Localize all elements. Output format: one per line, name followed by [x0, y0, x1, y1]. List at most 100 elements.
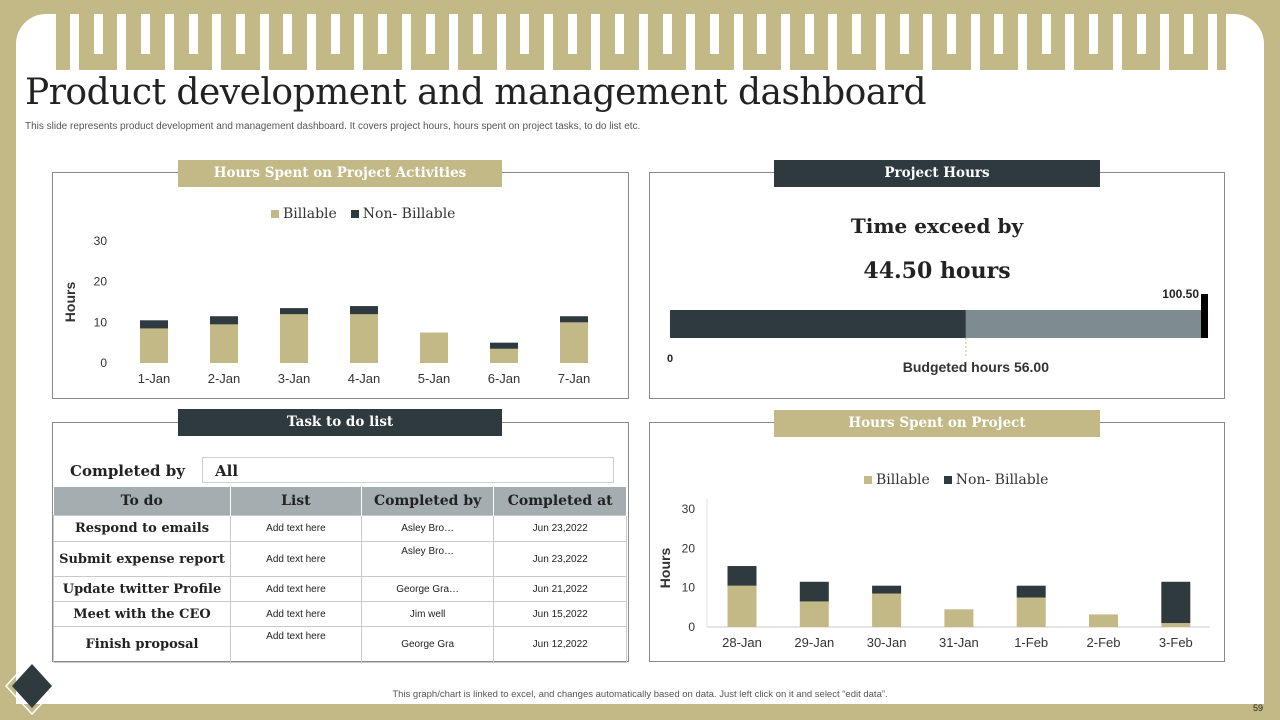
bar-billable [872, 593, 902, 627]
bar-billable [1161, 623, 1191, 627]
table-row: Meet with the CEO Add text here Jim well… [53, 601, 627, 627]
bar-billable [1016, 597, 1046, 627]
bar-non-billable [872, 585, 902, 594]
y-tick-label: 10 [94, 315, 108, 329]
bar-billable [280, 314, 308, 363]
y-tick-label: 0 [100, 356, 107, 370]
completed-by-cell: Jim well [360, 601, 495, 627]
table-row: Finish proposal Add text here George Gra… [53, 626, 627, 663]
decorative-stripes [56, 14, 1226, 70]
x-tick-label: 2-Jan [208, 371, 241, 386]
completed-by-label: Completed by [70, 462, 185, 480]
bar-billable [350, 314, 378, 363]
y-tick-label: 30 [682, 502, 696, 516]
bar-billable [1089, 614, 1118, 627]
bar-billable [799, 601, 829, 627]
bar-non-billable [1016, 585, 1046, 598]
list-cell: Add text here [229, 576, 362, 602]
x-tick-label: 1-Feb [1014, 635, 1048, 650]
bar-non-billable [560, 316, 588, 323]
spent-chart: 30 20 10 0 Hours 28-Jan 29-Jan 30-Jan 31-Jan 1-Fe… [657, 499, 1210, 650]
task-cell: Respond to emails [53, 515, 231, 542]
completed-at-cell: Jun 12,2022 [493, 626, 627, 663]
table-row: Respond to emails Add text here Asley Br… [53, 515, 627, 542]
col-completed-at: Completed at [493, 487, 627, 516]
completed-at-cell: Jun 15,2022 [493, 601, 627, 627]
col-completed-by: Completed by [361, 487, 495, 516]
todo-table: To do List Completed by Completed at Res… [53, 487, 627, 663]
project-hours-header: Project Hours [774, 160, 1100, 187]
x-tick-label: 4-Jan [348, 371, 381, 386]
bar-billable [560, 322, 588, 363]
project-hours-bar: 100.50 0 Budgeted hours 56.00 [667, 287, 1208, 375]
list-cell: Add text here [229, 515, 362, 542]
bar-non-billable [350, 306, 378, 315]
max-marker [1201, 294, 1208, 338]
x-tick-label: 7-Jan [558, 371, 591, 386]
y-axis-label: Hours [657, 548, 673, 589]
legend-non-billable: Non- Billable [943, 472, 1048, 488]
legend-billable: Billable [271, 206, 337, 222]
page-number: 59 [1253, 703, 1264, 713]
x-tick-label: 31-Jan [939, 635, 979, 650]
spent-legend: Billable Non- Billable [864, 472, 1048, 488]
budgeted-bar [670, 310, 966, 338]
task-cell: Meet with the CEO [53, 601, 231, 627]
completed-at-cell: Jun 23,2022 [493, 541, 627, 577]
time-exceed-label: Time exceed by [850, 214, 1024, 238]
y-tick-label: 30 [94, 234, 108, 248]
col-list: List [230, 487, 362, 516]
spent-header: Hours Spent on Project [774, 410, 1100, 437]
bar-billable [210, 324, 238, 363]
bar-non-billable [210, 316, 238, 325]
bar-billable [420, 332, 448, 363]
bar-non-billable [799, 581, 829, 602]
completed-by-cell: Asley Bro… [360, 541, 495, 577]
legend-billable: Billable [864, 472, 930, 488]
x-tick-label: 28-Jan [722, 635, 762, 650]
footer-note: This graph/chart is linked to excel, and… [392, 689, 888, 700]
time-exceed-value: 44.50 hours [863, 258, 1011, 284]
x-tick-label: 2-Feb [1087, 635, 1121, 650]
todo-header: Task to do list [178, 409, 502, 436]
zero-label: 0 [667, 353, 673, 365]
activities-legend: Billable Non- Billable [271, 206, 455, 222]
list-cell: Add text here [229, 601, 362, 627]
bar-billable [727, 585, 757, 627]
y-axis-label: Hours [62, 282, 78, 323]
col-todo: To do [53, 487, 231, 516]
bar-non-billable [280, 308, 308, 315]
completed-at-cell: Jun 21,2022 [493, 576, 627, 602]
x-tick-label: 6-Jan [488, 371, 521, 386]
table-row: Update twitter Profile Add text here Geo… [53, 576, 627, 602]
y-tick-label: 0 [688, 620, 695, 634]
bar-billable [944, 609, 974, 627]
todo-table-header: To do List Completed by Completed at [53, 487, 627, 516]
x-tick-label: 5-Jan [418, 371, 451, 386]
completed-at-cell: Jun 23,2022 [493, 515, 627, 542]
budgeted-label: Budgeted hours 56.00 [903, 359, 1049, 375]
list-cell: Add text here [229, 626, 362, 663]
bar-non-billable [140, 320, 168, 329]
project-hours-panel [649, 172, 1225, 399]
bar-non-billable [490, 342, 518, 349]
x-tick-label: 3-Jan [278, 371, 311, 386]
diamond-logo-icon [4, 656, 60, 716]
completed-by-cell: George Gra [360, 626, 495, 663]
x-tick-label: 1-Jan [138, 371, 171, 386]
completed-by-filter[interactable]: All [202, 457, 614, 483]
bar-billable [140, 328, 168, 363]
task-cell: Finish proposal [53, 626, 231, 663]
completed-by-cell: George Gra… [360, 576, 495, 602]
table-row: Submit expense report Add text here Asle… [53, 541, 627, 577]
page-subtitle: This slide represents product developmen… [25, 121, 641, 132]
page-title: Product development and management dashb… [25, 72, 927, 113]
y-tick-label: 20 [682, 541, 696, 555]
activities-header: Hours Spent on Project Activities [178, 160, 502, 187]
legend-non-billable: Non- Billable [350, 206, 455, 222]
exceeded-bar [965, 310, 1201, 338]
task-cell: Submit expense report [53, 541, 231, 577]
x-tick-label: 29-Jan [794, 635, 834, 650]
activities-chart: 30 20 10 0 Hours 1-Jan 2-Jan 3-Jan 4-Jan 5-Jan 6-J… [62, 234, 591, 386]
bar-billable [490, 348, 518, 363]
